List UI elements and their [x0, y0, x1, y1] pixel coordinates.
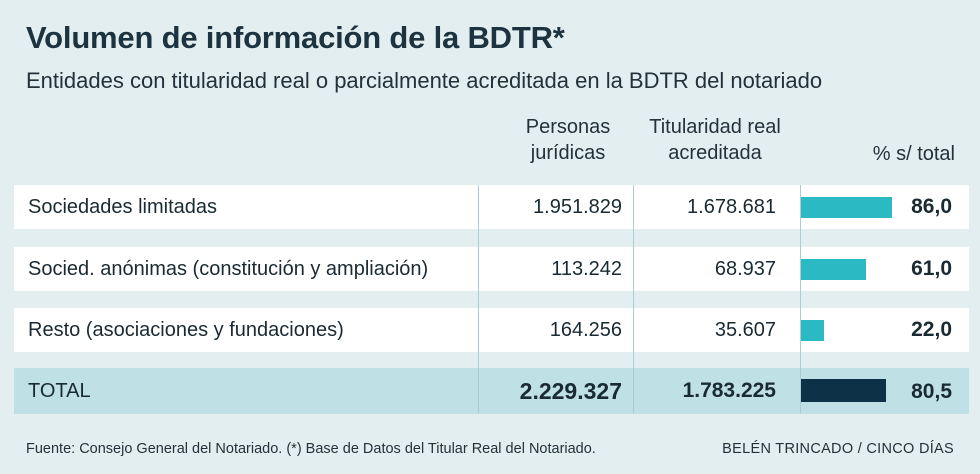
source-note: Fuente: Consejo General del Notariado. (… — [26, 441, 596, 457]
header-titularidad-line2: acreditada — [668, 142, 762, 164]
chart-title: Volumen de información de la BDTR* — [26, 20, 565, 55]
pct-value: 86,0 — [911, 195, 952, 218]
cell-titularidad-total: 1.783.225 — [682, 379, 776, 402]
row-label: Sociedades limitadas — [28, 195, 217, 218]
header-pct: % s/ total — [872, 143, 955, 165]
header-titularidad: Titularidad real acreditada — [634, 114, 796, 166]
pct-bar — [801, 197, 892, 218]
table-row: Socied. anónimas (constitución y ampliac… — [14, 247, 969, 291]
header-personas-line1: Personas — [525, 116, 611, 138]
cell-personas: 164.256 — [549, 318, 622, 341]
cell-personas: 113.242 — [551, 257, 622, 280]
credit: BELÉN TRINCADO / CINCO DÍAS — [722, 441, 954, 457]
row-label: Socied. anónimas (constitución y ampliac… — [28, 257, 429, 280]
chart-subtitle: Entidades con titularidad real o parcial… — [26, 68, 823, 93]
pct-bar — [801, 259, 866, 280]
cell-titularidad: 1.678.681 — [687, 195, 776, 218]
pct-value: 22,0 — [911, 318, 952, 341]
pct-bar — [801, 320, 824, 341]
table-row-total: TOTAL 2.229.327 1.783.225 80,5 — [14, 368, 969, 414]
column-divider — [633, 185, 634, 414]
pct-value-total: 80,5 — [911, 380, 952, 403]
pct-value: 61,0 — [911, 257, 952, 280]
header-personas-line2: jurídicas — [530, 142, 606, 164]
cell-titularidad: 35.607 — [714, 318, 776, 341]
header-titularidad-line1: Titularidad real — [649, 116, 781, 138]
row-label-total: TOTAL — [28, 379, 91, 402]
cell-personas: 1.951.829 — [533, 195, 622, 218]
column-divider — [478, 185, 479, 414]
header-personas: Personas jurídicas — [508, 114, 628, 166]
row-label: Resto (asociaciones y fundaciones) — [28, 318, 344, 341]
table-row: Sociedades limitadas 1.951.829 1.678.681… — [14, 185, 969, 229]
column-divider — [800, 185, 801, 414]
pct-bar-total — [801, 379, 886, 402]
cell-titularidad: 68.937 — [714, 257, 776, 280]
table-row: Resto (asociaciones y fundaciones) 164.2… — [14, 308, 969, 352]
cell-personas-total: 2.229.327 — [519, 377, 622, 404]
